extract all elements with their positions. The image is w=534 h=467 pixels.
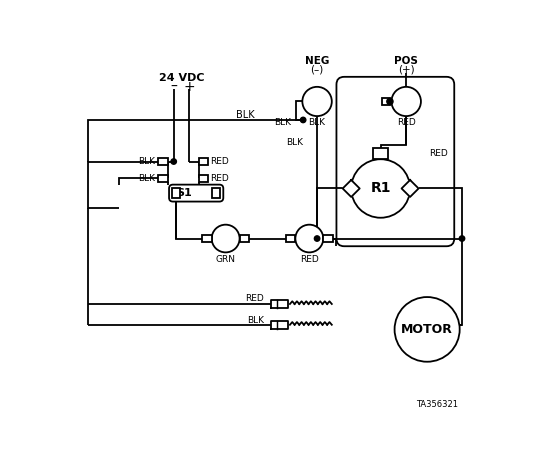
Circle shape [211,225,240,252]
Bar [286,235,295,241]
Bar [382,98,390,106]
FancyBboxPatch shape [336,77,454,246]
Text: (+): (+) [398,64,414,74]
FancyBboxPatch shape [169,184,223,202]
Text: BLK: BLK [309,118,326,127]
Text: 24 VDC: 24 VDC [159,73,204,84]
Text: TP1: TP1 [396,97,417,106]
Circle shape [301,117,306,123]
Text: MOTOR: MOTOR [401,323,453,336]
Circle shape [387,99,393,105]
Text: L2: L2 [302,234,317,243]
Text: RED: RED [246,294,264,303]
Circle shape [351,159,410,218]
Text: GRN: GRN [216,255,235,264]
Text: R1: R1 [371,182,391,196]
Text: TP2: TP2 [307,97,327,106]
Bar [172,188,180,198]
Polygon shape [271,300,288,308]
Text: RED: RED [397,118,415,127]
Text: BLK: BLK [274,118,290,127]
Text: S1: S1 [177,188,192,198]
Polygon shape [343,180,360,197]
Circle shape [395,297,460,362]
Bar [373,149,388,159]
Text: RED: RED [300,255,319,264]
Bar [158,176,168,182]
Bar [199,158,208,164]
Text: TA356321: TA356321 [416,400,458,409]
Text: RED: RED [210,157,229,166]
Text: NEG: NEG [305,57,329,66]
Polygon shape [271,321,288,329]
Text: RED: RED [210,174,229,183]
Text: L1: L1 [218,234,233,243]
Text: RED: RED [429,149,448,158]
Text: BLK: BLK [138,174,155,183]
Circle shape [315,236,320,241]
Polygon shape [402,180,419,197]
Text: (–): (–) [310,64,324,74]
Bar [158,158,168,164]
Bar [202,235,211,241]
Bar [199,176,208,182]
Text: –: – [170,80,177,94]
Text: BLK: BLK [235,110,254,120]
Circle shape [459,236,465,241]
Circle shape [302,87,332,116]
Text: BLK: BLK [247,316,264,325]
Circle shape [391,87,421,116]
Bar [323,235,333,241]
Circle shape [295,225,323,252]
Text: BLK: BLK [286,138,303,147]
Text: POS: POS [394,57,418,66]
Bar [213,188,220,198]
Circle shape [171,159,176,164]
Text: +: + [183,80,195,94]
Bar [240,235,249,241]
Text: BLK: BLK [138,157,155,166]
